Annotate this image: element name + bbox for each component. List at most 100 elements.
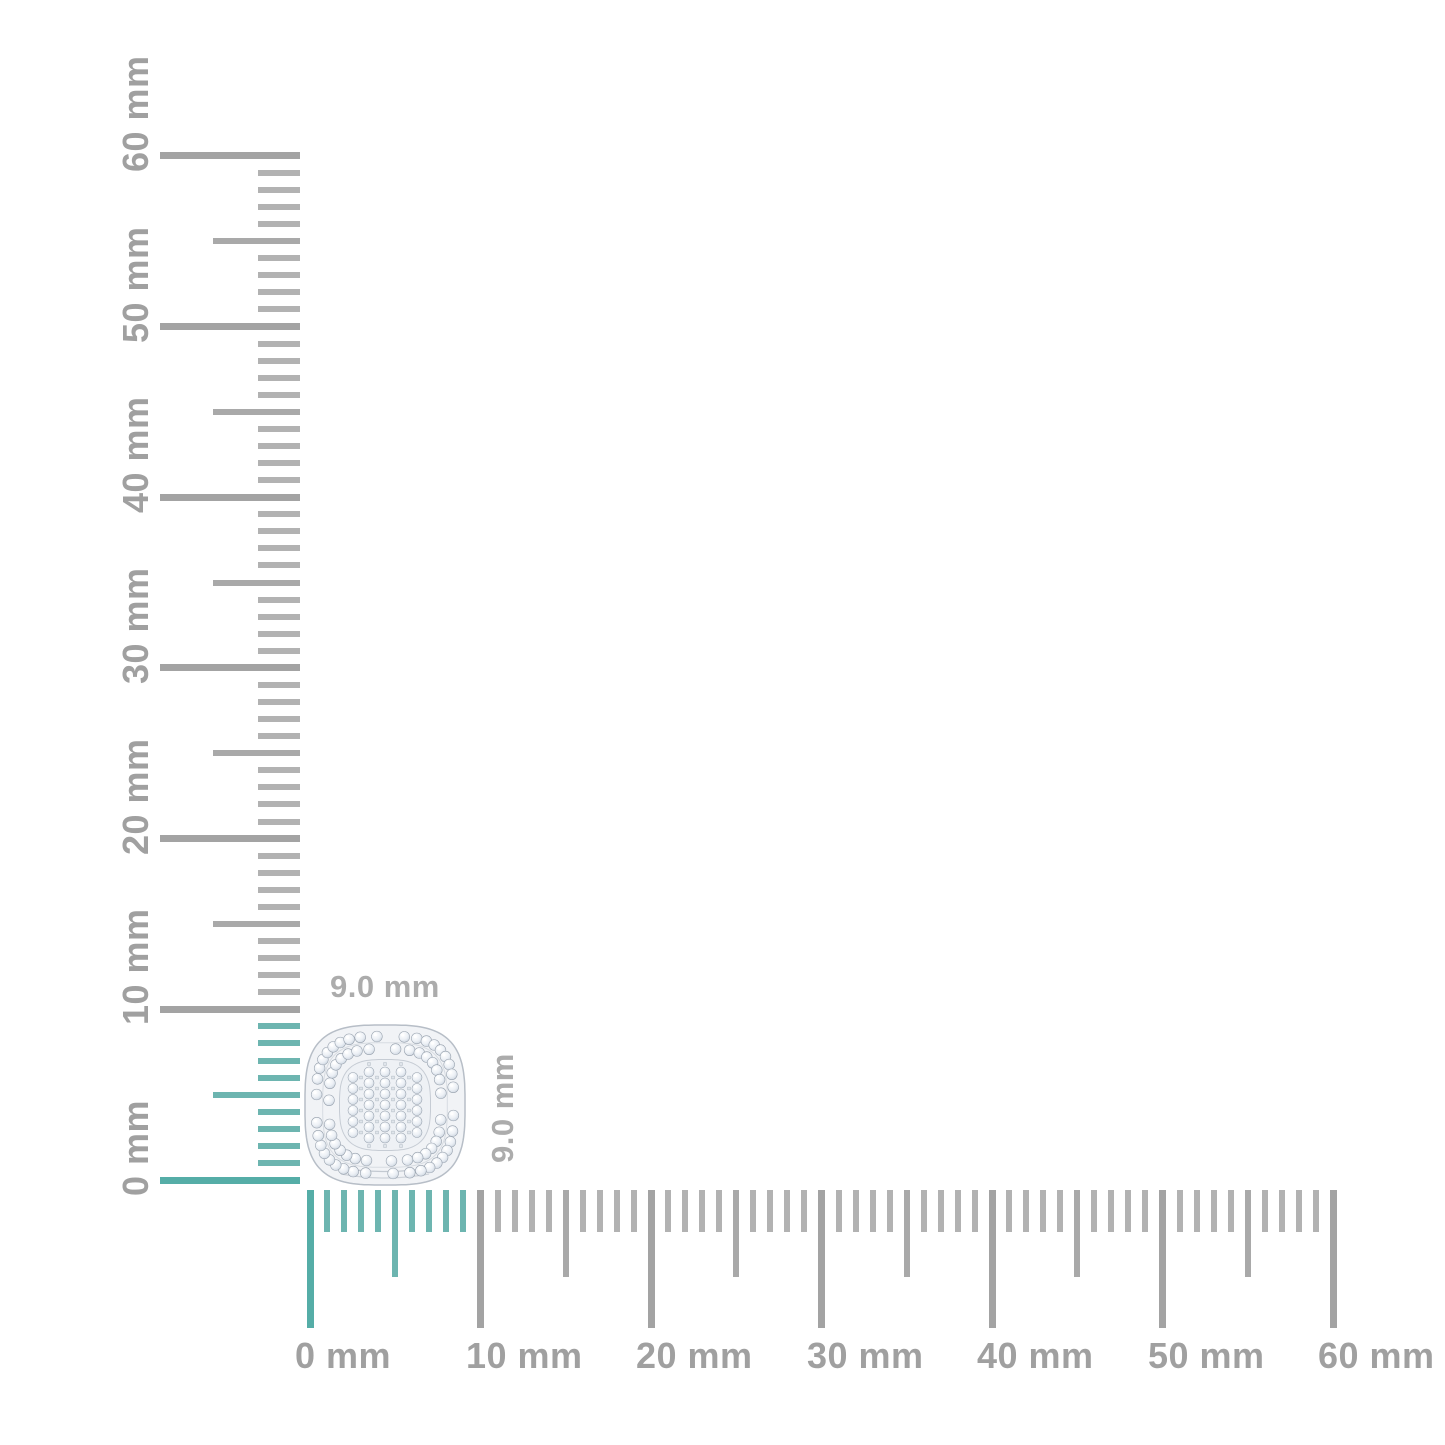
v-ruler-tick — [258, 784, 300, 790]
v-ruler-tick — [258, 767, 300, 773]
h-ruler-tick — [1330, 1190, 1337, 1328]
v-ruler-tick — [258, 853, 300, 859]
v-ruler-tick — [258, 648, 300, 654]
v-ruler-tick — [160, 664, 300, 671]
h-ruler-tick — [648, 1190, 655, 1328]
h-ruler-tick — [529, 1190, 535, 1232]
v-ruler-tick — [258, 562, 300, 568]
ruler-tick-label: 30 mm — [115, 567, 156, 684]
h-ruler-tick — [324, 1190, 330, 1232]
v-ruler-tick — [258, 631, 300, 637]
h-ruler-tick — [580, 1190, 586, 1232]
h-ruler-tick — [1262, 1190, 1268, 1232]
h-ruler-tick — [409, 1190, 415, 1232]
h-ruler-tick — [699, 1190, 705, 1232]
ruler-tick-label: 0 mm — [115, 1099, 156, 1196]
v-ruler-tick — [258, 938, 300, 944]
h-ruler-tick — [443, 1190, 449, 1232]
h-ruler-tick — [784, 1190, 790, 1232]
v-ruler-tick — [213, 580, 300, 586]
v-ruler-tick — [258, 682, 300, 688]
h-ruler-tick — [1006, 1190, 1012, 1232]
ruler-tick-label: 60 mm — [115, 55, 156, 172]
v-ruler-tick — [258, 255, 300, 261]
h-ruler-tick — [989, 1190, 996, 1328]
v-ruler-tick — [258, 426, 300, 432]
h-ruler-tick — [1057, 1190, 1063, 1232]
h-ruler-tick — [631, 1190, 637, 1232]
v-ruler-tick — [213, 750, 300, 756]
h-ruler-tick — [563, 1190, 569, 1277]
h-ruler-tick — [921, 1190, 927, 1232]
v-ruler-tick — [213, 409, 300, 415]
v-ruler-tick — [258, 221, 300, 227]
h-ruler-tick — [1296, 1190, 1302, 1232]
v-ruler-tick — [258, 972, 300, 978]
v-ruler-tick — [258, 597, 300, 603]
h-ruler-tick — [1142, 1190, 1148, 1232]
v-ruler-tick — [258, 819, 300, 825]
v-ruler-tick — [258, 1109, 300, 1115]
v-ruler-tick — [160, 835, 300, 842]
h-ruler-tick — [460, 1190, 466, 1232]
v-ruler-tick — [258, 170, 300, 176]
h-ruler-tick — [1228, 1190, 1234, 1232]
h-ruler-tick — [307, 1190, 314, 1328]
h-ruler-tick — [375, 1190, 381, 1232]
h-ruler-tick — [358, 1190, 364, 1232]
ruler-tick-label: 40 mm — [115, 396, 156, 513]
v-ruler-tick — [258, 716, 300, 722]
h-ruler-tick — [818, 1190, 825, 1328]
v-ruler-tick — [258, 699, 300, 705]
ruler-tick-label: 20 mm — [115, 738, 156, 855]
h-ruler-tick — [682, 1190, 688, 1232]
h-ruler-tick — [836, 1190, 842, 1232]
v-ruler-tick — [258, 460, 300, 466]
h-ruler-tick — [597, 1190, 603, 1232]
h-ruler-tick — [1313, 1190, 1319, 1232]
h-ruler-tick — [904, 1190, 910, 1277]
v-ruler-tick — [258, 870, 300, 876]
h-ruler-tick — [495, 1190, 501, 1232]
h-ruler-tick — [1245, 1190, 1251, 1277]
h-ruler-tick — [426, 1190, 432, 1232]
h-ruler-tick — [972, 1190, 978, 1232]
v-ruler-tick — [258, 306, 300, 312]
h-ruler-tick — [716, 1190, 722, 1232]
v-ruler-tick — [258, 477, 300, 483]
h-ruler-tick — [955, 1190, 961, 1232]
h-ruler-tick — [1211, 1190, 1217, 1232]
ruler-tick-label: 30 mm — [807, 1335, 924, 1376]
v-ruler-tick — [258, 955, 300, 961]
v-ruler-tick — [258, 341, 300, 347]
ruler-tick-label: 50 mm — [115, 226, 156, 343]
v-ruler-tick — [258, 204, 300, 210]
h-ruler-tick — [341, 1190, 347, 1232]
h-ruler-tick — [665, 1190, 671, 1232]
v-ruler-tick — [213, 921, 300, 927]
ruler-tick-label: 0 mm — [295, 1335, 392, 1376]
h-ruler-tick — [614, 1190, 620, 1232]
v-ruler-tick — [160, 1006, 300, 1013]
h-ruler-tick — [1159, 1190, 1166, 1328]
h-ruler-tick — [801, 1190, 807, 1232]
ruler-tick-label: 60 mm — [1318, 1335, 1435, 1376]
h-ruler-tick — [1125, 1190, 1131, 1232]
ruler-tick-label: 50 mm — [1148, 1335, 1265, 1376]
h-ruler-tick — [512, 1190, 518, 1232]
ruler-tick-label: 10 mm — [466, 1335, 583, 1376]
ruler-tick-label: 10 mm — [115, 908, 156, 1025]
v-ruler-tick — [258, 989, 300, 995]
v-ruler-tick — [213, 1092, 300, 1098]
v-ruler-tick — [258, 1126, 300, 1132]
h-ruler-tick — [733, 1190, 739, 1277]
h-ruler-tick — [767, 1190, 773, 1232]
h-ruler-tick — [750, 1190, 756, 1232]
v-ruler-tick — [258, 1040, 300, 1046]
h-ruler-tick — [870, 1190, 876, 1232]
v-ruler-tick — [258, 1143, 300, 1149]
v-ruler-tick — [258, 443, 300, 449]
h-ruler-tick — [1040, 1190, 1046, 1232]
v-ruler-tick — [258, 887, 300, 893]
